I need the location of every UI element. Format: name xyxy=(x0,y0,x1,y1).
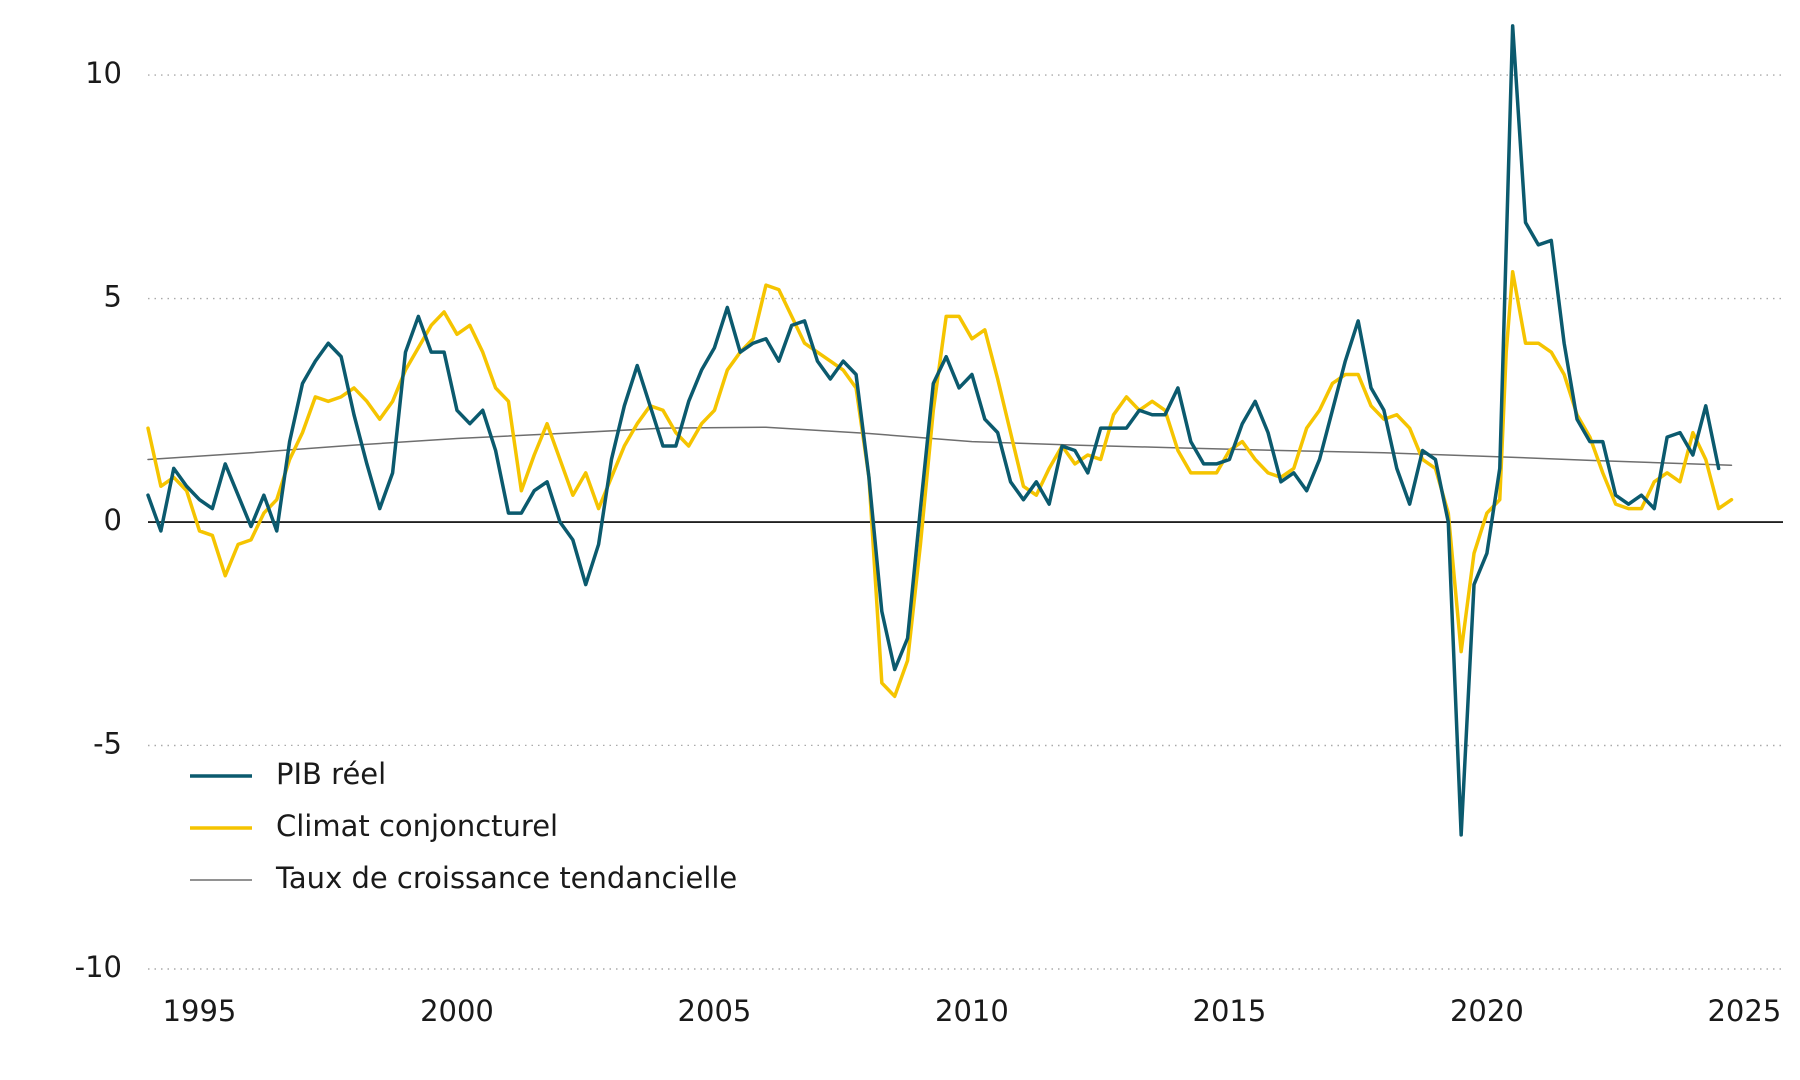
legend-label: PIB réel xyxy=(276,757,386,791)
y-tick-label: 0 xyxy=(104,503,122,537)
legend-label: Taux de croissance tendancielle xyxy=(275,861,737,895)
legend: PIB réel Climat conjoncturel Taux de crois… xyxy=(180,746,820,906)
series-line xyxy=(147,426,1733,467)
series-line xyxy=(146,269,1734,699)
x-tick-label: 2025 xyxy=(1707,994,1781,1028)
x-tick-label: 2000 xyxy=(420,994,494,1028)
legend-background xyxy=(180,746,820,906)
x-tick-label: 2010 xyxy=(935,994,1009,1028)
y-tick-label: -10 xyxy=(75,950,122,984)
y-tick-label: 10 xyxy=(85,56,122,90)
y-tick-label: -5 xyxy=(93,727,122,761)
x-tick-label: 2005 xyxy=(678,994,752,1028)
x-tick-label: 2015 xyxy=(1193,994,1267,1028)
legend-label: Climat conjoncturel xyxy=(276,809,558,843)
series-line xyxy=(146,24,1721,837)
y-tick-label: 5 xyxy=(104,280,122,314)
x-tick-label: 2020 xyxy=(1450,994,1524,1028)
x-tick-label: 1995 xyxy=(163,994,237,1028)
